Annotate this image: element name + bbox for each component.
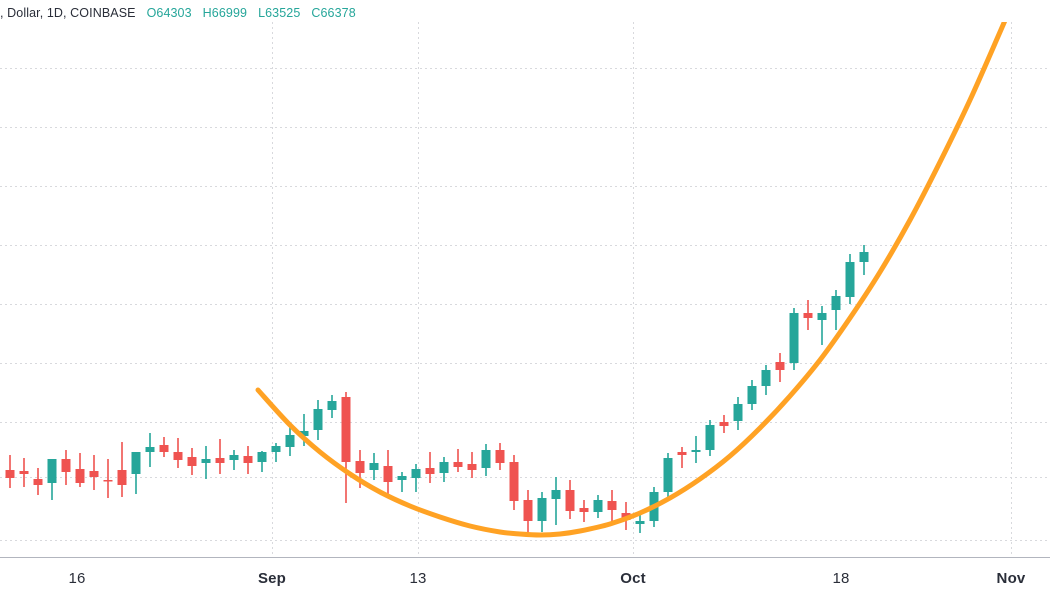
horizontal-gridlines [0, 68, 1050, 541]
ohlc-values: O64303 H66999 L63525 C66378 [147, 6, 356, 20]
candle-series [5, 245, 869, 537]
ohlc-open: O64303 [146, 6, 192, 20]
trend-curve [255, 22, 1008, 538]
x-axis-tick-oct: Oct [620, 570, 646, 587]
x-axis-tick-13: 13 [409, 570, 427, 587]
ohlc-close: C66378 [311, 6, 356, 20]
chart-plot-area[interactable] [0, 22, 1050, 557]
x-axis-tick-nov: Nov [996, 570, 1026, 587]
candlestick-svg [0, 22, 1050, 557]
ohlc-high: H66999 [202, 6, 248, 20]
x-axis-tick-18: 18 [832, 570, 850, 587]
x-axis-tick-16: 16 [68, 570, 86, 587]
vertical-gridlines [272, 22, 1012, 557]
symbol-label[interactable]: , Dollar, 1D, COINBASE [0, 6, 136, 20]
ohlc-low: L63525 [258, 6, 301, 20]
x-axis[interactable]: 16 Sep 13 Oct 18 Nov [0, 557, 1050, 601]
chart-legend: , Dollar, 1D, COINBASE O64303 H66999 L63… [0, 4, 356, 22]
x-axis-tick-sep: Sep [257, 570, 287, 587]
